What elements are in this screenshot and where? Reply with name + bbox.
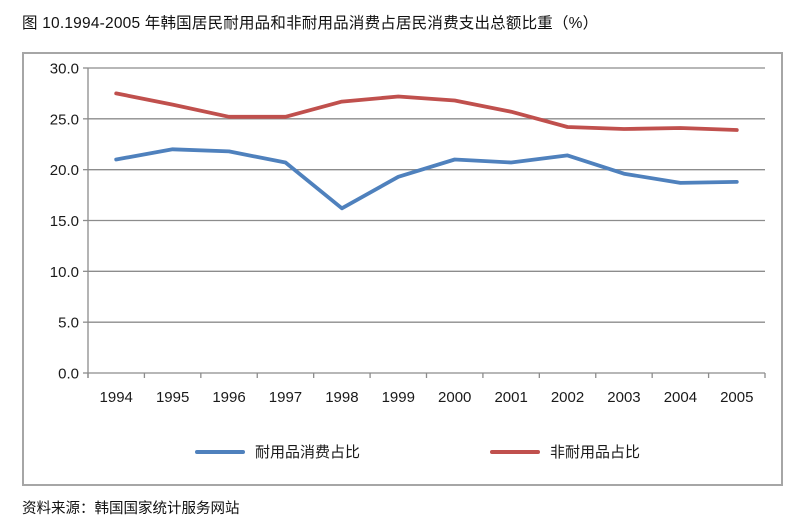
x-axis-tick-label: 2004 xyxy=(664,389,697,406)
figure-title: 图 10.1994-2005 年韩国居民耐用品和非耐用品消费占居民消费支出总额比… xyxy=(22,15,599,32)
x-axis-tick-label: 1997 xyxy=(269,389,302,406)
line-chart: 0.0 5.0 10.0 15.0 20.0 25.0 30.0 1994 1995 1996 19… xyxy=(50,61,766,406)
y-axis-tick-label: 30.0 xyxy=(50,61,79,78)
x-axis-tick-label: 1996 xyxy=(212,389,245,406)
legend-label-durable: 耐用品消费占比 xyxy=(255,444,361,461)
y-axis-tick-label: 15.0 xyxy=(50,213,79,230)
durable-goods-line xyxy=(114,147,739,211)
durable-line-swatch xyxy=(195,449,245,454)
legend-item-nondurable: 非耐用品占比 xyxy=(490,441,640,462)
y-axis-tick-label: 5.0 xyxy=(58,315,79,332)
chart-area: 0.0 5.0 10.0 15.0 20.0 25.0 30.0 1994 1995 1996 19… xyxy=(22,52,783,486)
x-axis-tick-label: 1994 xyxy=(100,389,133,406)
source-note: 资料来源：韩国国家统计服务网站 xyxy=(22,501,240,517)
nondurable-line-swatch xyxy=(490,449,541,454)
legend-item-durable: 耐用品消费占比 xyxy=(195,441,360,462)
legend-label-nondurable: 非耐用品占比 xyxy=(550,444,641,461)
x-axis-tick-label: 2005 xyxy=(720,389,753,406)
y-axis-tick-label: 0.0 xyxy=(58,366,79,383)
x-axis-tick-label: 1998 xyxy=(325,389,358,406)
x-axis-tick-label: 1999 xyxy=(382,389,415,406)
y-axis-tick-label: 10.0 xyxy=(50,264,79,281)
nondurable-goods-line xyxy=(114,91,739,132)
y-axis-tick-label: 25.0 xyxy=(50,111,79,128)
x-axis-tick-label: 2000 xyxy=(438,389,471,406)
x-axis-tick-label: 2001 xyxy=(494,389,527,406)
y-axis-tick-label: 20.0 xyxy=(50,162,79,179)
chart-legend: 耐用品消费占比 非耐用品占比 xyxy=(24,441,781,462)
x-axis-tick-label: 1995 xyxy=(156,389,189,406)
x-axis-tick-label: 2002 xyxy=(551,389,584,406)
x-axis-tick-label: 2003 xyxy=(607,389,640,406)
